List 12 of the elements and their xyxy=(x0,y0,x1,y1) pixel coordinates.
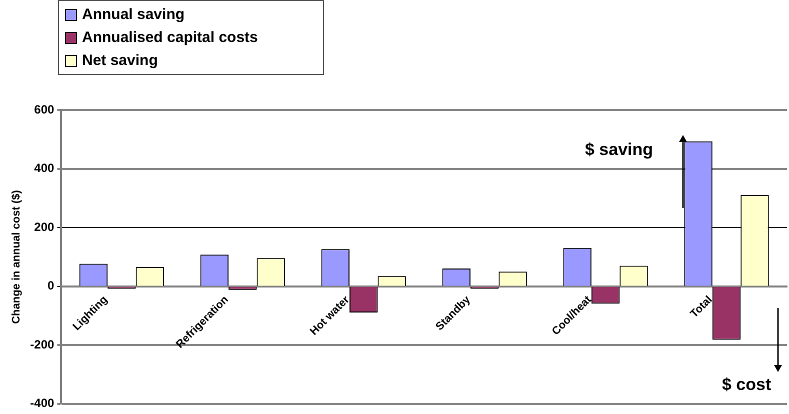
legend-label: Net saving xyxy=(82,52,158,69)
y-tick-label: 0 xyxy=(48,278,55,293)
y-tick-label: 200 xyxy=(34,220,55,234)
y-tick-label: 400 xyxy=(34,161,55,176)
legend-label: Annual saving xyxy=(82,6,185,23)
y-axis-title: Change in annual cost ($) xyxy=(10,190,23,324)
annotation: $ cost xyxy=(722,375,772,395)
y-tick-label: -400 xyxy=(30,396,55,410)
y-tick-label: -200 xyxy=(30,337,55,352)
annotation: $ saving xyxy=(585,140,654,160)
y-tick-label: 600 xyxy=(34,102,55,117)
legend-label: Annualised capital costs xyxy=(82,29,258,46)
